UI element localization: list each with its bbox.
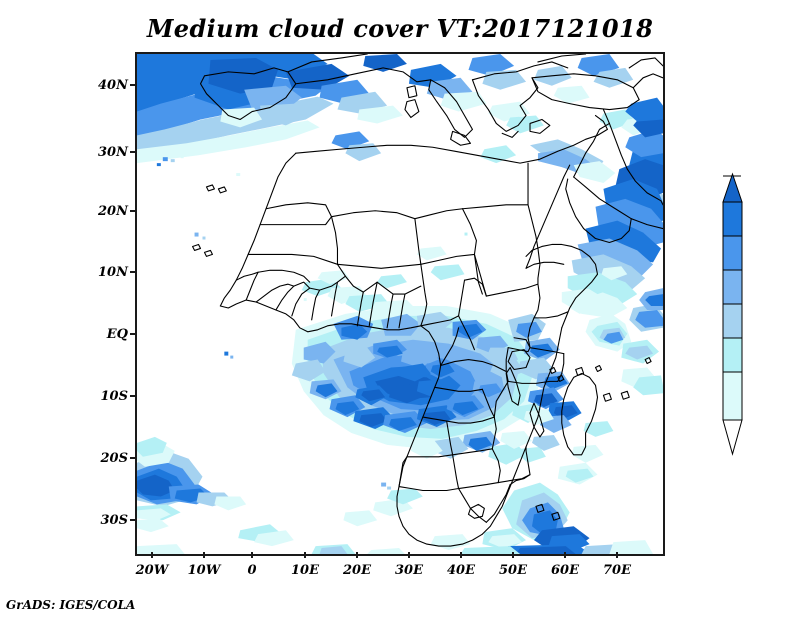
x-axis-tick xyxy=(408,552,410,558)
colorbar-legend: 0.95 0.925 0.9 0.8 0.7 0.5 0.3 xyxy=(715,170,800,460)
x-axis-label-20e: 20E xyxy=(343,563,371,578)
x-axis-tick xyxy=(512,552,514,558)
x-axis-label-10w: 10W xyxy=(187,563,221,578)
y-axis-label-10s: 10S xyxy=(100,389,128,404)
y-axis-tick xyxy=(130,519,136,521)
x-axis-label-20w: 20W xyxy=(135,563,169,578)
map-plot-area xyxy=(135,52,665,556)
y-axis-label-10n: 10N xyxy=(98,265,128,280)
y-axis-tick xyxy=(130,333,136,335)
cloud-shading-layer xyxy=(137,54,663,554)
x-axis-label-70e: 70E xyxy=(603,563,631,578)
y-axis-label-20n: 20N xyxy=(98,204,128,219)
y-axis-label-20s: 20S xyxy=(100,451,128,466)
x-axis-label-50e: 50E xyxy=(499,563,527,578)
x-axis-tick xyxy=(460,552,462,558)
x-axis-tick xyxy=(564,552,566,558)
y-axis-tick xyxy=(130,457,136,459)
x-axis-label-30e: 30E xyxy=(395,563,423,578)
x-axis-tick xyxy=(356,552,358,558)
cloud-cover-map xyxy=(137,54,663,554)
y-axis-tick xyxy=(130,84,136,86)
x-axis-tick xyxy=(203,552,205,558)
x-axis-label-40e: 40E xyxy=(447,563,475,578)
y-axis-tick xyxy=(130,151,136,153)
x-axis-tick xyxy=(251,552,253,558)
y-axis-tick xyxy=(130,210,136,212)
x-axis-label-60e: 60E xyxy=(551,563,579,578)
grads-credit: GrADS: IGES/COLA xyxy=(6,598,136,612)
y-axis-label-40n: 40N xyxy=(98,78,128,93)
y-axis-tick xyxy=(130,271,136,273)
x-axis-label-0: 0 xyxy=(247,563,257,578)
y-axis-label-30n: 30N xyxy=(98,145,128,160)
page-title: Medium cloud cover VT:2017121018 xyxy=(146,14,654,43)
x-axis-tick xyxy=(304,552,306,558)
x-axis-label-10e: 10E xyxy=(291,563,319,578)
x-axis-tick xyxy=(151,552,153,558)
y-axis-label-30s: 30S xyxy=(100,513,128,528)
y-axis-tick xyxy=(130,395,136,397)
coastline-and-border-layer xyxy=(192,54,663,547)
y-axis-label-eq: EQ xyxy=(106,327,128,342)
colorbar-swatches xyxy=(722,172,743,456)
x-axis-tick xyxy=(616,552,618,558)
